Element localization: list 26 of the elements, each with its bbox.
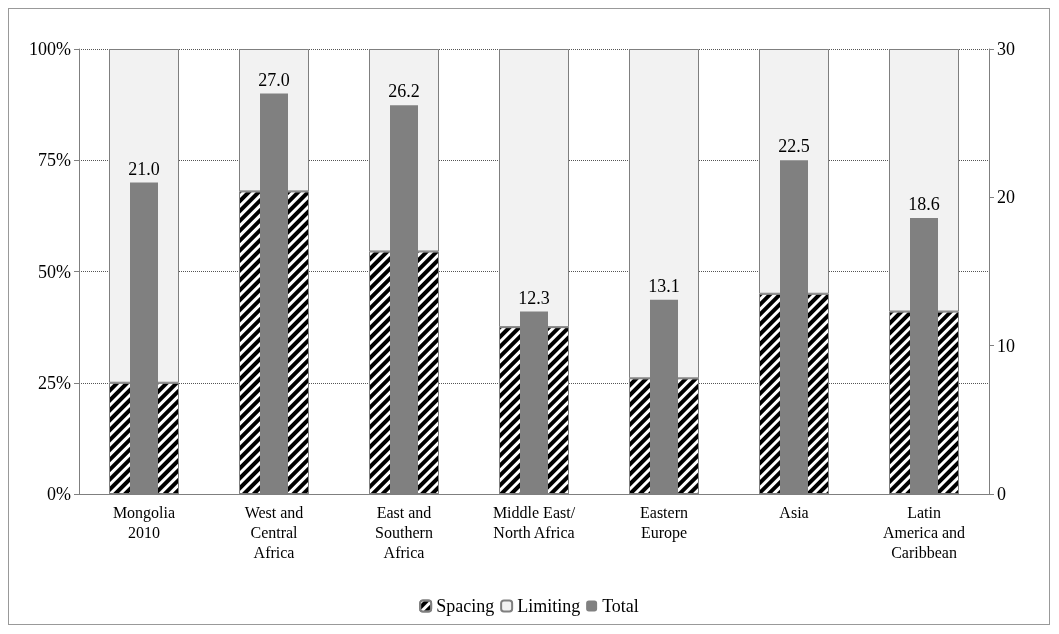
x-tick-label: Middle East/ North Africa <box>492 503 576 541</box>
legend-label: Spacing <box>436 596 495 616</box>
y2-tick-label: 20 <box>997 187 1015 208</box>
x-tick-label: Eastern Europe <box>640 503 688 542</box>
data-label: 22.5 <box>778 136 810 157</box>
data-label: 21.0 <box>128 158 160 179</box>
y-tick-label: 25% <box>38 372 71 393</box>
x-tick-label: Asia <box>779 503 809 521</box>
y-tick-label: 100% <box>29 39 71 59</box>
legend-label: Limiting <box>517 596 581 616</box>
y-tick-label: 0% <box>47 484 71 504</box>
y2-tick-label: 0 <box>997 484 1006 504</box>
x-tick-label: East and Southern Africa <box>375 503 433 561</box>
data-label: 26.2 <box>388 81 420 102</box>
data-label: 18.6 <box>908 194 940 215</box>
data-label: 13.1 <box>648 275 680 296</box>
data-label: 27.0 <box>258 69 290 90</box>
y-tick-label: 75% <box>38 150 71 171</box>
legend-label: Total <box>602 596 639 616</box>
y-tick-label: 50% <box>38 261 71 282</box>
x-tick-label: Latin America and Caribbean <box>882 503 966 561</box>
y2-tick-label: 10 <box>997 335 1015 356</box>
y2-tick-label: 30 <box>997 39 1015 59</box>
x-tick-label: West and Central Africa <box>244 503 304 561</box>
x-tick-label: Mongolia 2010 <box>112 503 176 541</box>
data-label: 12.3 <box>518 287 550 308</box>
